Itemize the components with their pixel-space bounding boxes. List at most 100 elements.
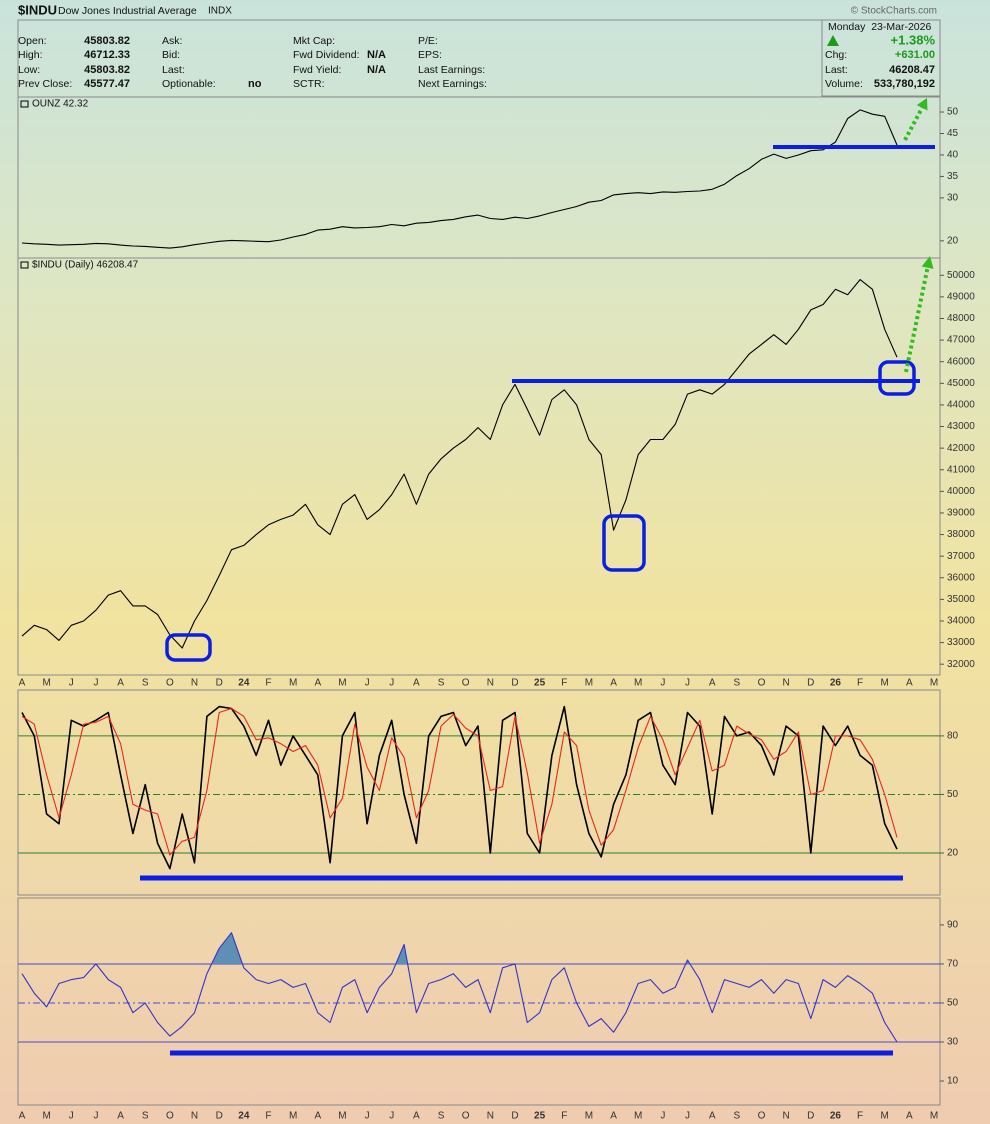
x-tick-label: S — [733, 678, 740, 689]
quote-label: Fwd Dividend: — [293, 49, 360, 61]
quote-label: Volume: — [825, 78, 863, 90]
panel-frame — [17, 257, 941, 676]
series-line — [21, 707, 898, 856]
x-tick-label: J — [69, 1111, 74, 1122]
y-tick-label: 37000 — [947, 551, 975, 562]
annotations — [140, 98, 935, 1056]
symbol-name: Dow Jones Industrial Average — [58, 5, 197, 17]
quote-label: Chg: — [825, 49, 847, 61]
x-tick-label: J — [660, 678, 665, 689]
quote-label: Prev Close: — [18, 78, 72, 90]
x-tick-label: 24 — [238, 678, 250, 689]
x-tick-label: J — [389, 678, 394, 689]
quote-value: 45803.82 — [84, 35, 130, 47]
arrow-shaft — [903, 107, 924, 141]
quote-label: Next Earnings: — [418, 78, 487, 90]
x-tick-label: A — [413, 1111, 420, 1122]
quote-box — [821, 19, 941, 97]
x-tick-label: M — [338, 678, 346, 689]
y-tick-label: 80 — [947, 731, 959, 742]
quote-label: Last: — [825, 64, 848, 76]
up-arrow — [827, 35, 839, 46]
y-tick-label: 46000 — [947, 356, 975, 367]
x-tick-label: M — [634, 678, 642, 689]
x-tick-label: M — [585, 678, 593, 689]
change-percent: +1.38% — [891, 32, 936, 47]
x-tick-label: A — [906, 1111, 913, 1122]
x-tick-label: S — [733, 1111, 740, 1122]
highlight-box — [878, 360, 916, 396]
x-tick-label: 24 — [238, 1111, 250, 1122]
y-tick-label: 49000 — [947, 292, 975, 303]
x-tick-label: M — [338, 1111, 346, 1122]
y-tick-label: 41000 — [947, 464, 975, 475]
x-tick-label: M — [585, 1111, 593, 1122]
x-tick-label: M — [42, 1111, 50, 1122]
quote-value: +631.00 — [895, 49, 935, 61]
x-tick-label: F — [265, 1111, 271, 1122]
y-tick-label: 40000 — [947, 486, 975, 497]
quote-label: Fwd Yield: — [293, 64, 341, 76]
x-tick-label: D — [511, 1111, 518, 1122]
quote-value: 533,780,192 — [874, 78, 935, 90]
x-tick-label: O — [462, 1111, 470, 1122]
y-tick-label: 20 — [947, 848, 959, 859]
x-tick-label: O — [462, 678, 470, 689]
x-tick-label: D — [216, 678, 223, 689]
x-tick-label: A — [906, 678, 913, 689]
y-tick-label: 34000 — [947, 616, 975, 627]
series-line — [21, 279, 898, 649]
x-tick-label: A — [314, 1111, 321, 1122]
x-tick-label: A — [610, 678, 617, 689]
y-tick-label: 44000 — [947, 400, 975, 411]
quote-value: 46208.47 — [889, 64, 935, 76]
x-tick-label: M — [930, 1111, 938, 1122]
x-tick-label: N — [487, 678, 494, 689]
x-tick-label: A — [117, 1111, 124, 1122]
x-tick-label: F — [857, 1111, 863, 1122]
y-tick-label: 70 — [947, 959, 959, 970]
y-tick-label: 42000 — [947, 443, 975, 454]
x-tick-label: A — [19, 1111, 26, 1122]
x-tick-label: J — [389, 1111, 394, 1122]
x-tick-label: J — [365, 678, 370, 689]
x-tick-label: J — [69, 678, 74, 689]
series-line — [21, 705, 898, 870]
quote-label: Last: — [162, 64, 185, 76]
symbol: $INDU — [18, 2, 57, 17]
x-tick-label: D — [807, 1111, 814, 1122]
y-tick-label: 33000 — [947, 637, 975, 648]
legend-icon — [20, 261, 29, 269]
quote-label: Low: — [18, 64, 40, 76]
quote-label: Mkt Cap: — [293, 35, 335, 47]
x-tick-label: N — [782, 1111, 789, 1122]
x-tick-label: N — [191, 678, 198, 689]
exchange: INDX — [208, 6, 232, 17]
x-tick-label: A — [610, 1111, 617, 1122]
y-tick-label: 50 — [947, 998, 959, 1009]
quote-value: N/A — [367, 49, 386, 61]
y-tick-label: 50000 — [947, 270, 975, 281]
y-tick-label: 43000 — [947, 421, 975, 432]
quote-value: no — [248, 78, 262, 90]
quote-label: Bid: — [162, 49, 180, 61]
x-tick-label: N — [487, 1111, 494, 1122]
y-tick-label: 35000 — [947, 594, 975, 605]
x-tick-label: O — [758, 1111, 766, 1122]
legend-label: $INDU (Daily) 46208.47 — [32, 260, 139, 271]
x-tick-label: A — [709, 1111, 716, 1122]
x-tick-label: 25 — [534, 678, 546, 689]
y-tick-label: 35 — [947, 171, 959, 182]
x-tick-label: D — [511, 678, 518, 689]
y-tick-label: 30 — [947, 193, 959, 204]
quote-label: Last Earnings: — [418, 64, 485, 76]
y-tick-label: 45000 — [947, 378, 975, 389]
series-line — [21, 109, 898, 249]
date: Monday 23-Mar-2026 — [828, 21, 931, 33]
x-tick-label: N — [782, 678, 789, 689]
x-tick-label: J — [685, 678, 690, 689]
x-tick-label: A — [19, 678, 26, 689]
y-tick-label: 10 — [947, 1076, 959, 1087]
